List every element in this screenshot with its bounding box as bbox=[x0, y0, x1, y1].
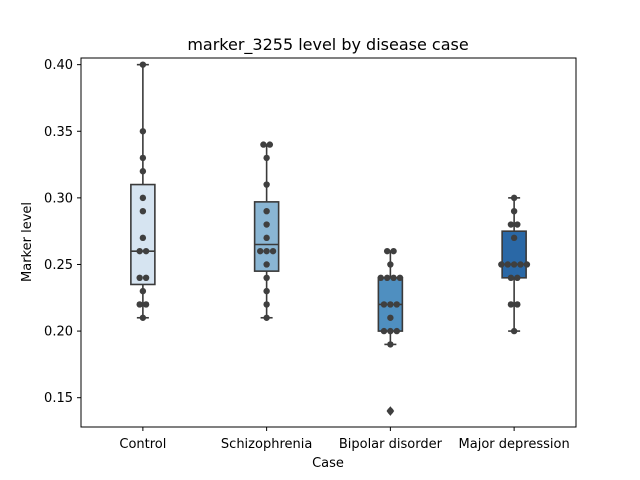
data-point bbox=[396, 274, 404, 282]
y-tick-label: 0.35 bbox=[44, 125, 73, 140]
y-tick-label: 0.20 bbox=[44, 325, 73, 340]
data-point bbox=[142, 301, 150, 308]
data-point bbox=[263, 314, 270, 321]
data-point bbox=[139, 234, 147, 242]
data-point bbox=[263, 274, 270, 282]
data-point bbox=[139, 168, 147, 175]
plot-frame bbox=[80, 57, 577, 428]
data-point bbox=[136, 301, 143, 308]
y-tick-label: 0.15 bbox=[44, 391, 73, 406]
data-point bbox=[514, 274, 521, 282]
data-point bbox=[377, 274, 384, 282]
data-point bbox=[266, 141, 274, 148]
data-point bbox=[510, 261, 518, 268]
data-point bbox=[510, 207, 518, 215]
data-point bbox=[142, 247, 150, 255]
data-point bbox=[387, 327, 394, 335]
data-point bbox=[393, 327, 400, 335]
data-point bbox=[263, 301, 270, 308]
data-point bbox=[514, 221, 521, 228]
data-point bbox=[380, 301, 388, 308]
data-point bbox=[510, 194, 518, 202]
y-axis-label: Marker level bbox=[20, 202, 35, 282]
data-point bbox=[383, 247, 391, 255]
data-point bbox=[263, 234, 270, 242]
data-point bbox=[263, 181, 270, 188]
data-point bbox=[387, 341, 394, 348]
data-point bbox=[142, 274, 150, 282]
data-point bbox=[390, 274, 397, 282]
iqr-box bbox=[130, 183, 156, 286]
x-axis-label: Case bbox=[312, 456, 344, 471]
data-point bbox=[139, 314, 147, 321]
data-point bbox=[387, 314, 394, 321]
data-point bbox=[263, 221, 270, 228]
data-point bbox=[380, 327, 388, 335]
data-point bbox=[383, 274, 391, 282]
data-point bbox=[263, 287, 270, 295]
data-point bbox=[136, 274, 143, 282]
data-point bbox=[387, 407, 394, 415]
y-tick-label: 0.25 bbox=[44, 258, 73, 273]
x-tick-label: Bipolar disorder bbox=[339, 437, 443, 452]
box-group-control bbox=[130, 63, 156, 319]
data-point bbox=[507, 301, 515, 308]
data-point bbox=[139, 194, 147, 202]
x-tick-label: Major depression bbox=[459, 437, 570, 452]
plot-area: 0.15 0.20 0.25 0.30 0.35 0.40 Control Schizophr… bbox=[44, 57, 577, 452]
data-point bbox=[510, 327, 518, 335]
data-point bbox=[393, 301, 400, 308]
data-point bbox=[523, 261, 531, 268]
data-point bbox=[260, 141, 267, 148]
x-tick-label: Schizophrenia bbox=[221, 437, 312, 452]
x-tick-label: Control bbox=[119, 437, 166, 452]
data-point bbox=[263, 261, 270, 268]
data-point bbox=[139, 61, 147, 68]
data-point bbox=[257, 247, 264, 255]
data-point bbox=[387, 301, 394, 308]
data-point bbox=[507, 221, 515, 228]
data-point bbox=[263, 207, 270, 215]
data-point bbox=[387, 261, 394, 268]
data-point bbox=[504, 261, 511, 268]
chart-title: marker_3255 level by disease case bbox=[187, 35, 468, 55]
data-point bbox=[507, 274, 515, 282]
data-point bbox=[498, 261, 505, 268]
data-point bbox=[139, 287, 147, 295]
data-point bbox=[263, 154, 270, 162]
data-point bbox=[139, 207, 147, 215]
data-point bbox=[390, 247, 397, 255]
data-point bbox=[263, 247, 270, 255]
data-point bbox=[517, 261, 524, 268]
data-point bbox=[136, 247, 143, 255]
y-tick-label: 0.30 bbox=[44, 191, 73, 206]
data-point bbox=[139, 154, 147, 162]
y-tick-label: 0.40 bbox=[44, 58, 73, 73]
data-point bbox=[139, 128, 147, 135]
data-point bbox=[510, 234, 518, 242]
data-point bbox=[514, 301, 521, 308]
data-point bbox=[269, 247, 277, 255]
